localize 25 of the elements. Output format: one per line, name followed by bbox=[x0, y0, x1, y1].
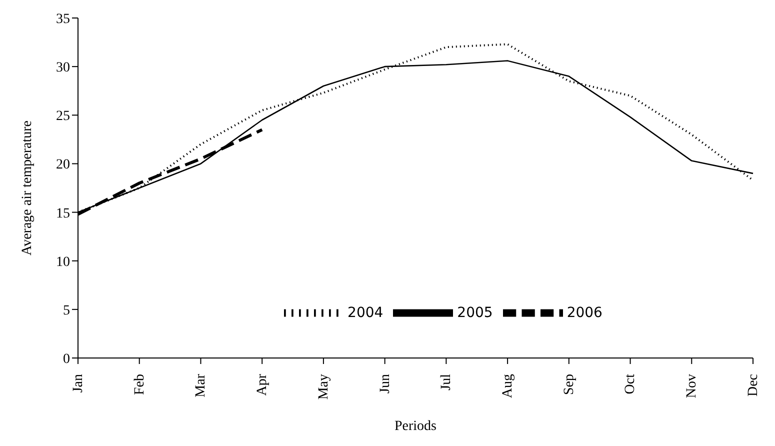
y-tick-label: 35 bbox=[56, 12, 70, 27]
y-tick-label: 25 bbox=[56, 109, 70, 124]
x-tick-label: Nov bbox=[684, 374, 700, 398]
y-tick-label: 20 bbox=[56, 158, 70, 173]
x-tick-label: Jul bbox=[439, 374, 454, 390]
y-tick-label: 15 bbox=[56, 206, 70, 222]
y-tick-label: 5 bbox=[63, 303, 70, 318]
x-tick-label: Sep bbox=[562, 374, 577, 395]
x-tick-label: Apr bbox=[255, 374, 270, 396]
x-axis-title: Periods bbox=[394, 419, 436, 434]
y-tick-label: 10 bbox=[56, 254, 70, 270]
y-axis-title: Average air temperature bbox=[20, 120, 35, 256]
y-tick-label: 0 bbox=[63, 352, 70, 367]
x-tick-label: Jun bbox=[378, 374, 393, 394]
x-tick-label: Jan bbox=[70, 374, 86, 393]
x-tick-label: May bbox=[316, 374, 332, 400]
x-tick-label: Aug bbox=[500, 374, 516, 398]
x-tick-label: Oct bbox=[623, 374, 638, 394]
y-tick-label: 30 bbox=[56, 60, 70, 76]
legend-label: 2006 bbox=[566, 304, 602, 321]
x-tick-label: Mar bbox=[194, 374, 209, 398]
legend-label: 2004 bbox=[348, 304, 384, 321]
legend-label: 2005 bbox=[457, 304, 493, 321]
x-tick-label: Dec bbox=[746, 374, 761, 397]
x-tick-label: Feb bbox=[132, 374, 148, 395]
